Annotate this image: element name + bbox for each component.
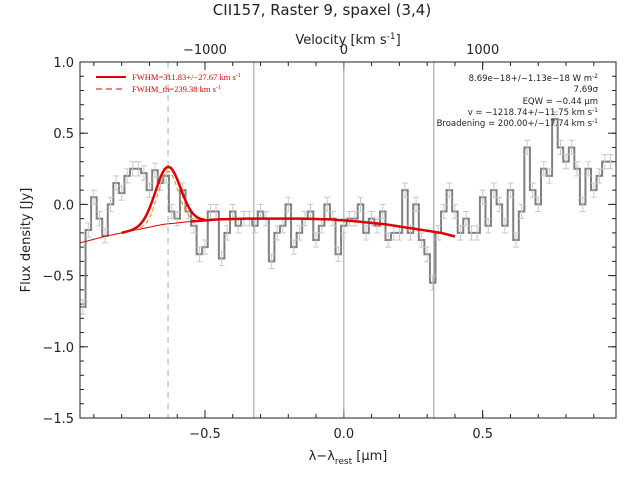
plot-frame: [79, 61, 617, 419]
continuum-fit-thin: [79, 218, 456, 244]
chart-title: CII157, Raster 9, spaxel (3,4): [213, 1, 431, 19]
y-tick-label: −0.5: [42, 270, 74, 285]
legend-entry-fwhm-th: FWHM_th=239.38 km s-1: [132, 84, 221, 94]
annotation-velocity: v = −1218.74+/−11.75 km s-1: [468, 107, 598, 118]
spectrum-step-line: [80, 117, 614, 308]
model-curves: [79, 165, 456, 244]
top-axis-ticks: −1000 0 1000: [93, 43, 595, 70]
reference-lines: [167, 62, 435, 418]
top-tick-label: 1000: [466, 43, 499, 58]
legend-entry-fwhm: FWHM=311.83+/−27.67 km s-1: [132, 72, 241, 82]
annotation-broadening: Broadening = 200.00+/−17.74 km s-1: [437, 118, 599, 129]
annotation-flux: 8.69e−18+/−1.13e−18 W m-2: [469, 73, 599, 84]
x-tick-label: 0.0: [333, 427, 354, 442]
y-tick-label: 1.0: [53, 56, 74, 71]
y-tick-label: −1.5: [42, 412, 74, 427]
y-axis-ticks: −1.5 −1.0 −0.5 0.0 0.5 1.0: [42, 56, 616, 427]
line-fit-model: [121, 165, 206, 235]
annotation-eqw: EQW = −0.44 μm: [523, 97, 598, 107]
y-tick-label: 0.5: [53, 127, 74, 142]
x-tick-label: 0.5: [472, 427, 493, 442]
y-tick-label: −1.0: [42, 341, 74, 356]
y-axis-label: Flux density [Jy]: [19, 188, 34, 293]
y-tick-label: 0.0: [53, 198, 74, 213]
thermal-line-model: [127, 170, 195, 233]
top-tick-label: 0: [340, 43, 348, 58]
x-axis-label: λ−λrest [μm]: [309, 449, 388, 467]
x-tick-label: −0.5: [189, 427, 221, 442]
annotation-sigma: 7.69σ: [574, 85, 599, 95]
spectrum-series: [79, 111, 614, 315]
fit-annotations: 8.69e−18+/−1.13e−18 W m-2 7.69σ EQW = −0…: [437, 73, 599, 129]
top-tick-label: −1000: [183, 43, 227, 58]
top-axis-label: Velocity [km s-1]: [295, 32, 400, 48]
continuum-fit-thick: [190, 217, 456, 238]
legend: FWHM=311.83+/−27.67 km s-1 FWHM_th=239.3…: [96, 72, 241, 94]
